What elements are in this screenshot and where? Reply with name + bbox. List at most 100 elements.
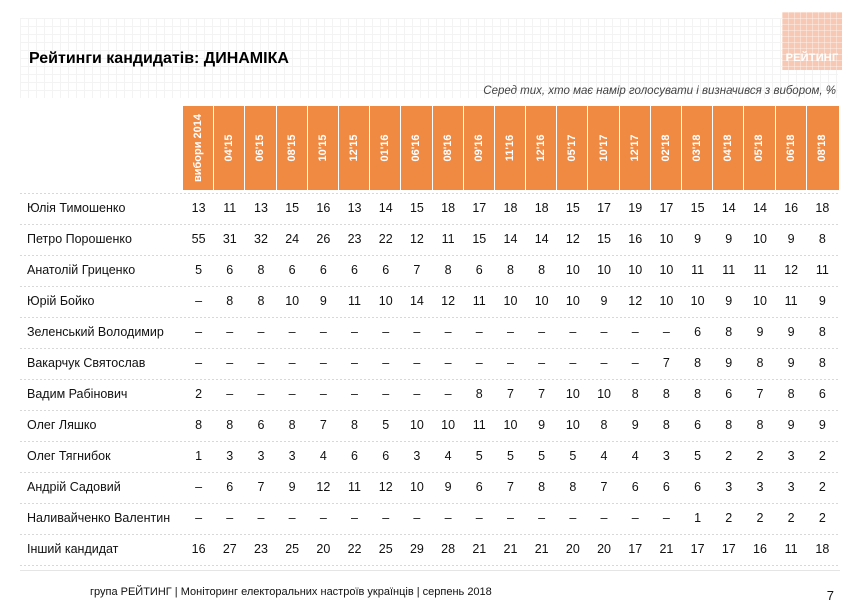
table-cell: – (475, 356, 483, 370)
table-cell: – (351, 511, 358, 525)
table-cell: 2 (818, 511, 826, 525)
table-cell: 8 (787, 387, 795, 401)
table-cell: – (631, 356, 639, 370)
table-cell: 8 (818, 356, 826, 370)
column-header-label: 10'15 (316, 134, 329, 162)
table-cell: – (257, 511, 265, 525)
table-cell: 18 (815, 201, 830, 215)
column-header-label: 08'18 (816, 134, 829, 162)
table-cell: 10 (690, 294, 705, 308)
table-cell: 8 (226, 418, 234, 432)
table-cell: 9 (787, 356, 795, 370)
table-cell: 12 (378, 480, 393, 494)
table-cell: 11 (472, 418, 486, 432)
row-separator (20, 503, 840, 504)
table-cell: 7 (319, 418, 327, 432)
table-cell: 9 (725, 294, 733, 308)
column-header: 02'18 (651, 106, 682, 190)
table-cell: – (413, 387, 421, 401)
column-header-label: 04'15 (223, 134, 236, 162)
table-cell: 12 (628, 294, 643, 308)
column-header-label: 08'15 (285, 134, 298, 162)
table-cell: 10 (659, 294, 674, 308)
table-cell: 31 (222, 232, 237, 246)
table-cell: – (195, 294, 203, 308)
table-cell: 6 (694, 418, 702, 432)
table-cell: 15 (409, 201, 424, 215)
table-cell: 2 (787, 511, 795, 525)
column-header-label: 03'18 (691, 134, 704, 162)
table-cell: – (226, 356, 234, 370)
table-cell: 10 (285, 294, 300, 308)
subtitle: Серед тих, хто має намір голосувати і ви… (483, 85, 836, 97)
column-header-label: 06'18 (784, 134, 797, 162)
table-cell: 6 (351, 449, 358, 463)
table-cell: 7 (662, 356, 670, 370)
table-cell: 17 (659, 201, 674, 215)
table-cell: 15 (690, 201, 705, 215)
table-cell: 2 (195, 387, 203, 401)
table-cell: – (195, 480, 203, 494)
row-values: 1 3 3 3 4 6 6 3 4 5 5 5 5 4 4 3 5 2 2 3 2 (183, 449, 838, 463)
column-header: 10'17 (588, 106, 620, 190)
column-header-label: вибори 2014 (192, 113, 205, 183)
table-cell: – (600, 356, 608, 370)
candidate-name: Петро Порошенко (27, 232, 132, 246)
column-header: 05'18 (744, 106, 776, 190)
table-cell: 14 (753, 201, 767, 215)
table-cell: 6 (382, 449, 390, 463)
table-cell: 29 (409, 542, 424, 556)
grid-background (20, 18, 838, 98)
table-cell: 5 (475, 449, 483, 463)
table-cell: 8 (756, 356, 764, 370)
table-cell: 16 (784, 201, 799, 215)
table-cell: 3 (662, 449, 670, 463)
table-cell: 2 (818, 449, 826, 463)
table-cell: 1 (694, 511, 702, 525)
table-cell: 1 (195, 449, 203, 463)
row-values: – – – – – – – – – – – – – – – – 6 8 9 9 8 (183, 325, 838, 339)
table-cell: 8 (475, 387, 483, 401)
table-cell: – (351, 325, 358, 339)
table-cell: 11 (472, 294, 486, 308)
table-cell: 7 (538, 387, 546, 401)
table-row: Вадим Рабінович 2 – – – – – – – – 8 7 7 10 10 8 8 8 6 7 8 6 (20, 379, 840, 410)
row-values: 55 31 32 24 26 23 22 12 11 15 14 14 12 15 16 10 9 9 10 9 8 (183, 232, 838, 246)
table-cell: 5 (694, 449, 702, 463)
table-cell: 3 (288, 449, 296, 463)
row-separator (20, 348, 840, 349)
table-cell: 16 (753, 542, 767, 556)
table-cell: 21 (659, 542, 674, 556)
table-cell: 2 (725, 511, 733, 525)
column-header: 08'15 (277, 106, 308, 190)
table-cell: 10 (659, 263, 674, 277)
table-cell: 6 (631, 480, 639, 494)
column-header-label: 02'18 (659, 134, 672, 162)
table-cell: – (382, 325, 390, 339)
row-values: 8 8 6 8 7 8 5 10 10 11 10 9 10 8 9 8 6 8 8 9 9 (183, 418, 838, 432)
table-cell: 6 (257, 418, 265, 432)
table-cell: 8 (694, 387, 702, 401)
table-cell: 22 (378, 232, 393, 246)
table-cell: – (382, 511, 390, 525)
column-header: 04'18 (713, 106, 745, 190)
table-cell: – (631, 511, 639, 525)
table-cell: 4 (444, 449, 452, 463)
table-cell: – (444, 511, 452, 525)
table-cell: 8 (195, 418, 203, 432)
table-cell: 8 (631, 387, 639, 401)
column-header-band: вибори 2014 04'15 06'15 08'15 10'15 12'15 01'1… (183, 106, 839, 190)
table-cell: – (444, 356, 452, 370)
table-row: Юрій Бойко – 8 8 10 9 11 10 14 12 11 10 10 10 9 12 10 10 9… (20, 286, 840, 317)
table-cell: 8 (257, 294, 265, 308)
table-cell: 9 (756, 325, 764, 339)
table-row: Анатолій Гриценко 5 6 8 6 6 6 6 7 8 6 8 8 10 10 10 10 11 1… (20, 255, 840, 286)
table-cell: 55 (191, 232, 206, 246)
table-cell: – (351, 356, 358, 370)
row-values: 2 – – – – – – – – 8 7 7 10 10 8 8 8 6 7 8 6 (183, 387, 838, 401)
table-cell: 10 (659, 232, 674, 246)
table-cell: 12 (316, 480, 331, 494)
table-cell: 9 (787, 232, 795, 246)
column-header-label: 12'17 (628, 134, 641, 162)
table-cell: 12 (441, 294, 456, 308)
